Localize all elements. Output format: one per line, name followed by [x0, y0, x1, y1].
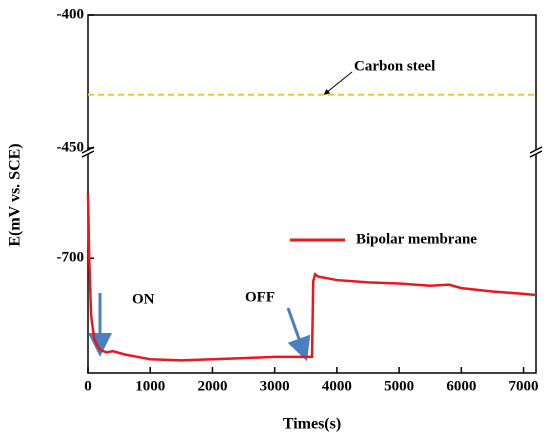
off-arrow [286, 307, 311, 362]
x-tick-label: 4000 [322, 378, 352, 394]
bottom-frame [87, 154, 537, 374]
annotation: ON [132, 291, 155, 307]
axis-break [81, 146, 543, 158]
carbon-arrow [323, 71, 353, 95]
x-tick-label: 5000 [384, 378, 414, 394]
annotation: OFF [245, 289, 275, 305]
top-frame [87, 14, 537, 150]
x-axis-label: Times(s) [283, 416, 341, 433]
y-tick-label: -450 [57, 139, 85, 155]
x-tick-label: 7000 [509, 378, 539, 394]
legend-label: Bipolar membrane [356, 231, 477, 247]
y-axis-label: E(mV vs. SCE) [7, 143, 24, 246]
series-label: Carbon steel [354, 58, 435, 74]
x-tick-label: 1000 [135, 378, 165, 394]
series-line [86, 193, 537, 362]
x-tick-label: 6000 [446, 378, 476, 394]
x-tick-label: 3000 [260, 378, 290, 394]
y-tick-label: -400 [57, 6, 85, 22]
x-tick-label: 2000 [197, 378, 227, 394]
x-tick-label: 0 [84, 378, 92, 394]
y-tick-label: -700 [57, 250, 85, 266]
